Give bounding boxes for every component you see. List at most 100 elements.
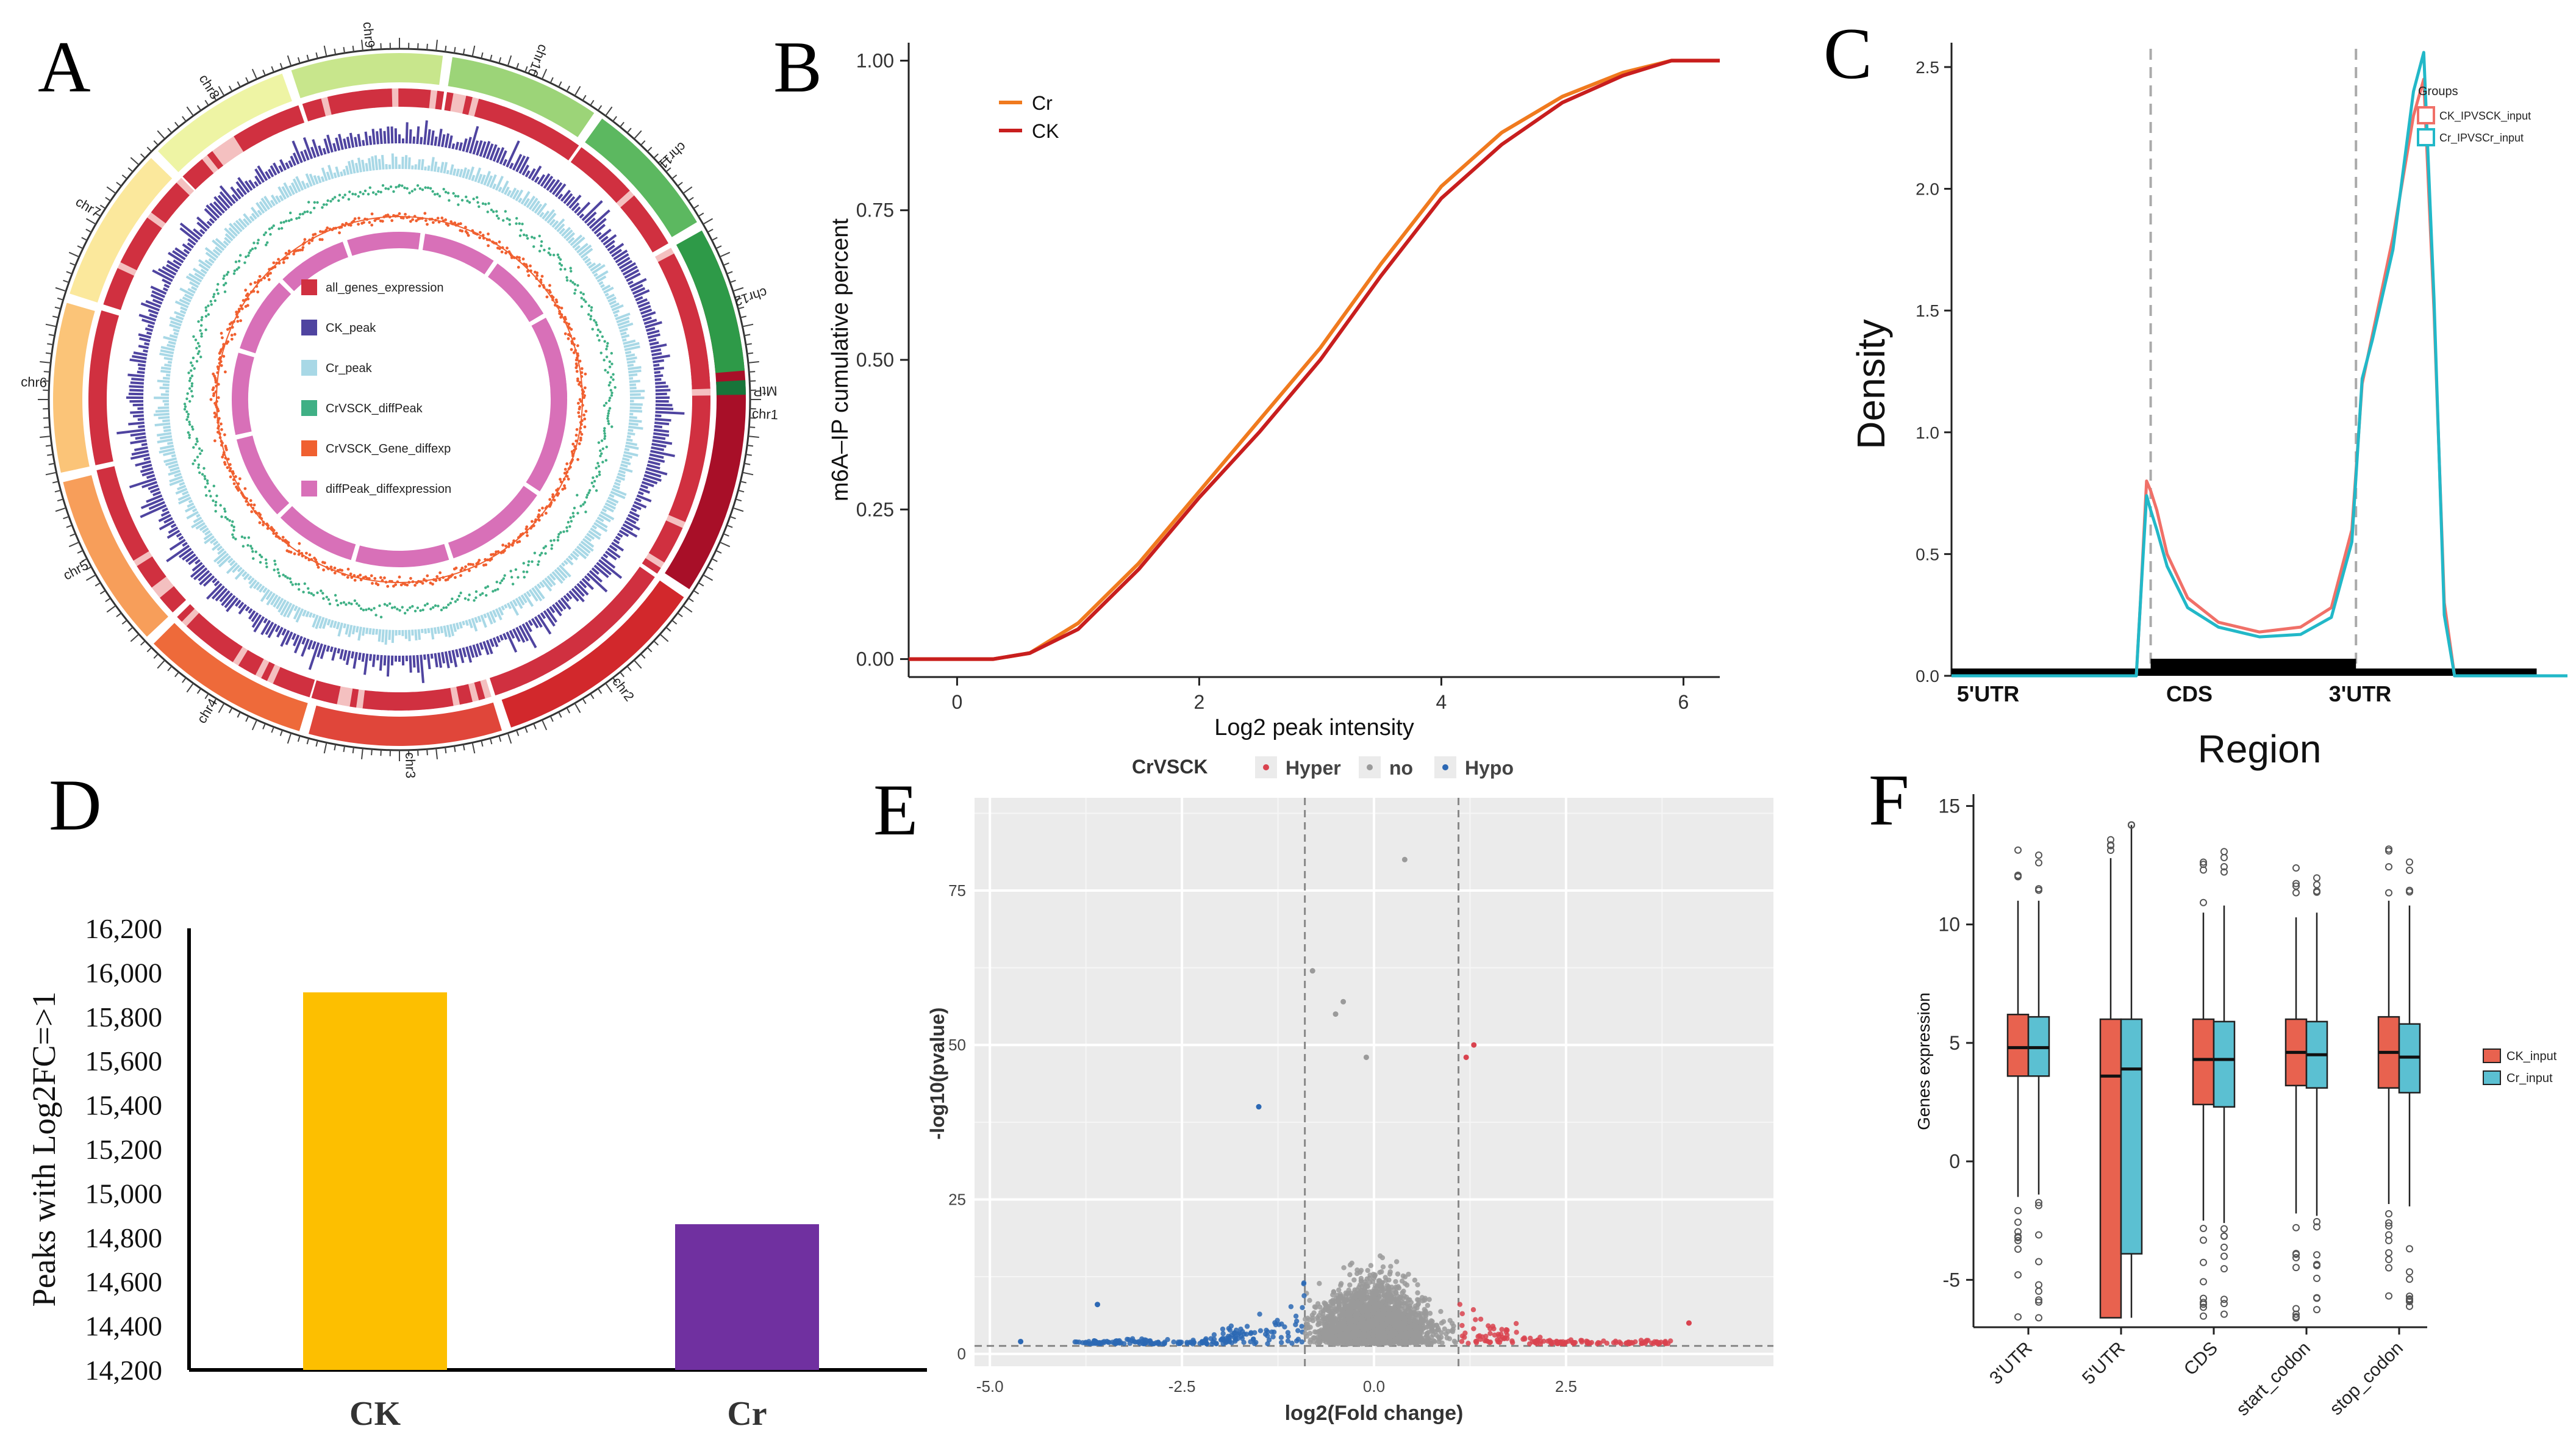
expression-heat-cell xyxy=(681,474,701,486)
gene-diffexp-dot xyxy=(431,582,434,586)
genome-tick xyxy=(640,653,646,659)
expression-heat-cell xyxy=(375,691,384,711)
genome-tick xyxy=(471,45,476,57)
expression-heat-cell xyxy=(372,89,381,108)
diffpeak-dot xyxy=(599,351,603,354)
chromosome-label: chr6 xyxy=(21,374,48,390)
diffpeak-dot xyxy=(225,273,229,276)
diffpeak-dot xyxy=(547,251,550,254)
expression-heat-cell xyxy=(423,89,431,109)
expression-heat-cell xyxy=(207,151,224,170)
diffpeak-dot xyxy=(442,606,445,609)
diffpeak-dot xyxy=(490,208,493,212)
diffpeak-dot xyxy=(191,462,195,465)
expression-heat-cell xyxy=(343,687,353,707)
genome-tick xyxy=(634,130,642,140)
gene-model-cds xyxy=(2150,659,2356,676)
volcano-point xyxy=(1434,1327,1440,1333)
expression-heat-cell xyxy=(624,200,643,217)
genome-tick xyxy=(182,677,187,683)
outlier xyxy=(2200,898,2207,906)
gene-diffexp-dot xyxy=(460,229,464,233)
diffpeak-dot xyxy=(591,328,594,331)
diffpeak-dot xyxy=(187,371,190,375)
diffpeak-dot xyxy=(496,587,499,591)
expression-heat-cell xyxy=(685,332,705,343)
volcano-point xyxy=(1551,1339,1557,1345)
gene-diffexp-dot xyxy=(471,563,474,567)
legend-label: all_genes_expression xyxy=(326,281,443,295)
expression-heat-cell xyxy=(608,600,626,618)
gene-diffexp-dot xyxy=(560,306,564,310)
diffpeak-dot xyxy=(223,507,226,511)
diffpeak-dot xyxy=(604,401,608,405)
outlier xyxy=(2313,1274,2320,1282)
volcano-point xyxy=(1416,1325,1422,1331)
outlier xyxy=(2292,880,2300,887)
diffpeak-dot xyxy=(502,577,506,580)
chromosome-segment xyxy=(585,118,697,237)
gene-diffexp-dot xyxy=(374,582,378,585)
genome-tick xyxy=(735,297,742,301)
expression-heat-cell xyxy=(413,691,421,711)
gene-diffexp-dot xyxy=(415,219,418,223)
genome-tick xyxy=(653,640,659,646)
diffpeak-dot xyxy=(224,282,227,285)
diffpeak-dot xyxy=(322,597,325,600)
diffpeak-dot xyxy=(419,609,422,612)
genome-tick xyxy=(204,693,209,700)
diffpeak-diffexp-segment xyxy=(236,435,290,515)
diffpeak-dot xyxy=(284,575,287,578)
expression-heat-cell xyxy=(616,190,635,208)
volcano-point xyxy=(1364,1283,1370,1289)
diffpeak-dot xyxy=(251,550,254,553)
diffpeak-dot xyxy=(511,582,515,586)
genome-tick xyxy=(212,698,217,704)
diffpeak-dot xyxy=(201,473,204,476)
diffpeak-dot xyxy=(460,199,464,202)
gene-diffexp-dot xyxy=(277,257,280,261)
gene-diffexp-dot xyxy=(298,248,302,252)
expression-heat-cell xyxy=(88,412,108,420)
legend-key xyxy=(2483,1070,2501,1085)
diffpeak-dot xyxy=(580,296,583,299)
diffpeak-dot xyxy=(279,221,283,224)
volcano-point xyxy=(1343,1303,1350,1309)
diffpeak-dot xyxy=(286,576,289,579)
gene-diffexp-dot xyxy=(567,322,571,326)
genome-tick xyxy=(574,85,581,96)
volcano-point xyxy=(1266,1337,1272,1342)
genome-tick xyxy=(533,723,537,729)
volcano-point xyxy=(1398,1331,1404,1336)
gene-diffexp-dot xyxy=(563,471,567,475)
expression-heat-cell xyxy=(92,342,112,352)
outlier xyxy=(2292,1305,2300,1313)
outlier xyxy=(2406,1268,2413,1276)
volcano-point xyxy=(1514,1330,1519,1335)
chromosome-label: chr8 xyxy=(196,71,223,102)
gene-diffexp-dot xyxy=(580,367,584,370)
volcano-point xyxy=(1394,1317,1399,1323)
diffpeak-dot xyxy=(313,206,316,210)
genome-tick xyxy=(45,323,57,328)
diffpeak-dot xyxy=(238,254,242,257)
y-tick-label: 15,200 xyxy=(85,1134,163,1165)
diffpeak-dot xyxy=(595,467,598,470)
outlier xyxy=(2220,868,2228,876)
diffpeak-dot xyxy=(434,604,437,608)
expression-heat-cell xyxy=(292,105,305,125)
diffpeak-diffexp-segment xyxy=(231,353,254,435)
genome-tick xyxy=(121,174,127,179)
expression-heat-cell xyxy=(495,673,508,694)
gene-diffexp-dot xyxy=(333,571,337,575)
expression-heat-cell xyxy=(151,207,170,224)
diffpeak-dot xyxy=(599,454,602,457)
diffpeak-dot xyxy=(544,552,547,555)
gene-diffexp-dot xyxy=(258,521,262,525)
cr-peak-track xyxy=(153,153,645,645)
gene-diffexp-dot xyxy=(292,253,296,256)
outlier xyxy=(2292,1254,2300,1262)
x-tick-label: -5.0 xyxy=(976,1377,1004,1396)
outlier xyxy=(2128,821,2135,829)
y-tick-label: 0 xyxy=(957,1345,966,1363)
